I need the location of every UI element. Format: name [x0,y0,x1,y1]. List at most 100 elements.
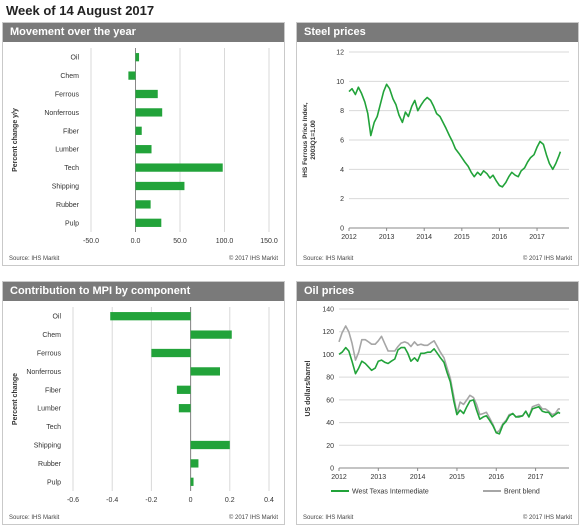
category-label: Tech [46,424,61,431]
category-label: Shipping [34,443,61,450]
bar [176,385,191,394]
steel-panel: Steel prices 0 2 4 6 8 10 12 2012 2013 2014 2015 20… [296,22,579,266]
y-tick-label: 120 [322,329,334,336]
y-tick-label: 40 [326,420,334,427]
y-axis-label: US dollars/barrel [305,360,312,416]
x-tick-label: 2015 [449,474,465,481]
bar [128,71,136,80]
bar [190,330,232,339]
x-tick-label: -0.2 [145,497,157,504]
bar [151,348,191,358]
y-tick-label: 10 [336,79,344,86]
y-axis-label: Percent change [12,373,19,425]
page-title: Week of 14 August 2017 [6,3,155,18]
category-label: Rubber [56,202,80,209]
contribution-panel: Contribution to MPI by component -0.6 -0.… [2,281,285,525]
bar [135,53,140,62]
bar [190,477,194,486]
y-tick-label: 100 [322,352,334,359]
oil-panel: Oil prices 0 20 40 60 80 100 120 140 2012 2013 201… [296,281,579,525]
bar [135,145,152,154]
bar [190,440,230,450]
category-label: Oil [52,314,61,321]
movement-source: Source: IHS Markit [9,256,60,262]
y-axis-label-line2: 2003Q1=1.00 [310,120,317,160]
oil-panel-title: Oil prices [297,282,578,301]
x-tick-label: 150.0 [260,238,278,245]
bar [135,200,151,209]
x-tick-label: 2012 [331,474,347,481]
bar [190,367,220,376]
steel-copyright: © 2017 IHS Markit [522,256,572,262]
series-line [338,346,561,435]
category-label: Ferrous [37,351,62,358]
movement-panel: Movement over the year -50.0 0.0 50.0 100.0… [2,22,285,266]
movement-chart: -50.0 0.0 50.0 100.0 150.0 Oil Chem Ferrous Nonf… [12,48,278,245]
x-tick-label: -50.0 [83,238,99,245]
category-label: Shipping [52,184,79,191]
x-tick-label: 2015 [454,234,470,241]
x-tick-label: 0.2 [225,497,235,504]
y-axis-label: IHS Ferrous Price Index, [302,102,309,177]
contribution-panel-title: Contribution to MPI by component [3,282,284,301]
x-tick-label: 2013 [379,234,395,241]
bar [135,181,185,191]
category-label: Pulp [65,220,79,227]
category-label: Pulp [47,479,61,486]
bar [135,108,163,117]
y-tick-label: 2 [340,196,344,203]
y-tick-label: 80 [326,375,334,382]
x-tick-label: 0 [189,497,193,504]
x-tick-label: 2017 [529,234,545,241]
steel-panel-title: Steel prices [297,23,578,42]
steel-source: Source: IHS Markit [303,256,354,262]
y-tick-label: 20 [326,443,334,450]
category-label: Nonferrous [44,110,79,117]
category-label: Oil [70,55,79,62]
oil-copyright: © 2017 IHS Markit [522,515,572,521]
y-tick-label: 8 [340,108,344,115]
y-tick-label: 4 [340,167,344,174]
bar [190,459,199,468]
bar [135,218,162,227]
movement-panel-title: Movement over the year [3,23,284,42]
bar [178,404,191,413]
x-tick-label: -0.4 [106,497,118,504]
oil-chart: 0 20 40 60 80 100 120 140 2012 2013 2014 2015 2016 20… [305,307,569,496]
y-tick-label: 0 [340,226,344,233]
oil-source: Source: IHS Markit [303,515,354,521]
y-tick-label: 12 [336,50,344,57]
x-tick-label: -0.6 [67,497,79,504]
bar [135,126,142,135]
category-label: Ferrous [55,92,80,99]
x-tick-label: 2012 [341,234,357,241]
contribution-copyright: © 2017 IHS Markit [228,515,278,521]
category-label: Fiber [63,128,80,135]
y-axis-label: Percent change y/y [12,108,19,172]
category-label: Nonferrous [26,369,61,376]
x-tick-label: 0.4 [264,497,274,504]
x-tick-label: 2016 [488,474,504,481]
category-label: Lumber [55,147,79,154]
contribution-source: Source: IHS Markit [9,515,60,521]
legend-label-brent: Brent blend [504,489,540,496]
category-label: Fiber [45,387,62,394]
x-tick-label: 2016 [492,234,508,241]
x-tick-label: 2013 [371,474,387,481]
category-label: Chem [60,73,79,80]
x-tick-label: 2014 [416,234,432,241]
category-label: Tech [64,165,79,172]
category-label: Lumber [37,406,61,413]
series-line [348,83,562,188]
steel-chart: 0 2 4 6 8 10 12 2012 2013 2014 2015 2016 2017 IHS Fer… [302,50,569,241]
y-tick-label: 0 [330,466,334,473]
x-tick-label: 100.0 [216,238,234,245]
bar [110,312,191,321]
category-label: Rubber [38,461,62,468]
x-tick-label: 0.0 [131,238,141,245]
bar [135,89,158,99]
legend-label-wti: West Texas Intermediate [352,489,429,496]
x-tick-label: 2017 [528,474,544,481]
y-tick-label: 6 [340,138,344,145]
